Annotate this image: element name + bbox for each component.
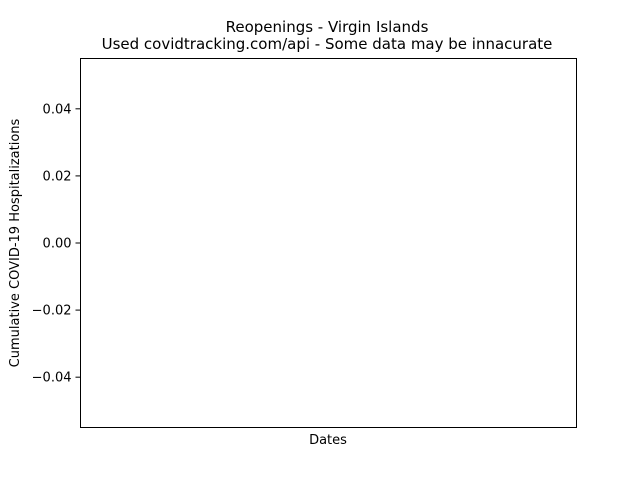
y-tick-label: 0.00 — [43, 237, 72, 252]
y-tick-label: 0.02 — [43, 169, 72, 184]
y-tick-label: −0.04 — [32, 371, 72, 386]
x-axis-label: Dates — [309, 433, 347, 448]
chart-title: Reopenings - Virgin Islands — [226, 18, 429, 36]
chart-subtitle: Used covidtracking.com/api - Some data m… — [102, 35, 553, 53]
y-axis-label: Cumulative COVID-19 Hospitalizations — [8, 118, 23, 367]
y-tick-label: −0.02 — [32, 304, 72, 319]
y-axis-ticks: −0.04 −0.02 0.00 0.02 0.04 — [32, 102, 81, 385]
plot-area — [81, 59, 577, 428]
y-tick-label: 0.04 — [43, 102, 72, 117]
